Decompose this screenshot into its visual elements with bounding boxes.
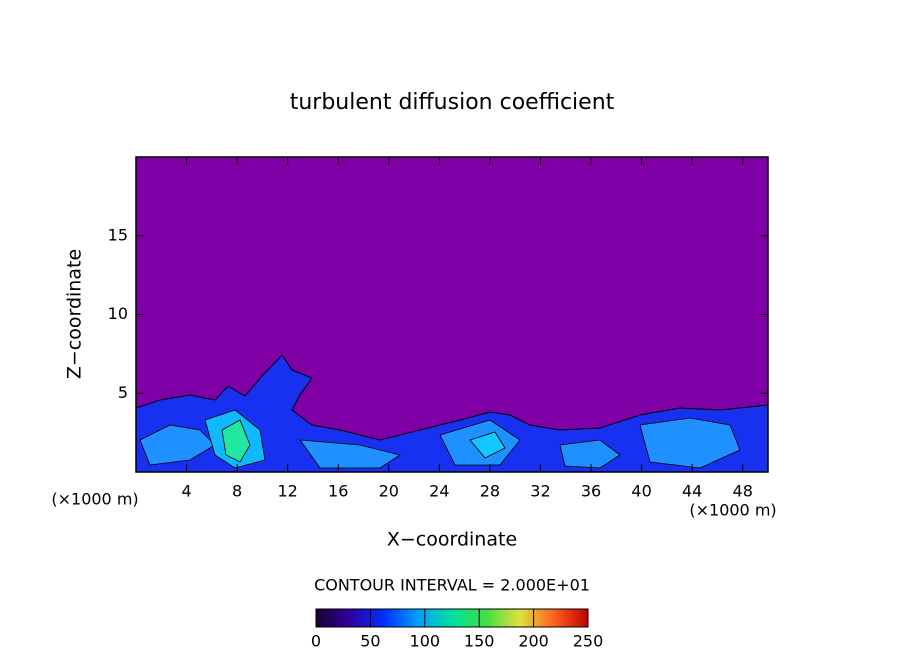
x-tick-label: 12 bbox=[278, 482, 298, 501]
x-axis-label: X−coordinate bbox=[387, 529, 517, 551]
x-tick-label: 4 bbox=[181, 482, 191, 501]
turbulent-layer bbox=[135, 354, 769, 473]
x-tick-label: 32 bbox=[530, 482, 550, 501]
colorbar bbox=[315, 608, 589, 628]
chart-title: turbulent diffusion coefficient bbox=[290, 90, 615, 115]
x-tick-label: 8 bbox=[232, 482, 242, 501]
x-tick-label: 28 bbox=[480, 482, 500, 501]
colorbar-tick-label: 150 bbox=[464, 632, 495, 651]
x-unit-label: (×1000 m) bbox=[689, 501, 776, 520]
colorbar-tick-label: 250 bbox=[573, 632, 604, 651]
x-unit-label: (×1000 m) bbox=[51, 490, 138, 509]
x-tick-label: 40 bbox=[631, 482, 651, 501]
x-tick-label: 48 bbox=[733, 482, 753, 501]
x-tick-label: 24 bbox=[429, 482, 449, 501]
x-tick-label: 44 bbox=[682, 482, 702, 501]
x-tick-label: 36 bbox=[581, 482, 601, 501]
contour-interval: CONTOUR INTERVAL = 2.000E+01 bbox=[314, 576, 590, 595]
x-tick-label: 16 bbox=[328, 482, 348, 501]
colorbar-tick-label: 50 bbox=[360, 632, 380, 651]
y-tick-label: 15 bbox=[108, 225, 128, 244]
y-tick-label: 10 bbox=[108, 304, 128, 323]
y-tick-label: 5 bbox=[118, 383, 128, 402]
colorbar-tick-label: 100 bbox=[410, 632, 441, 651]
y-axis-label: Z−coordinate bbox=[64, 249, 86, 379]
colorbar-tick-label: 0 bbox=[311, 632, 321, 651]
x-tick-label: 20 bbox=[379, 482, 399, 501]
colorbar-tick-label: 200 bbox=[518, 632, 549, 651]
